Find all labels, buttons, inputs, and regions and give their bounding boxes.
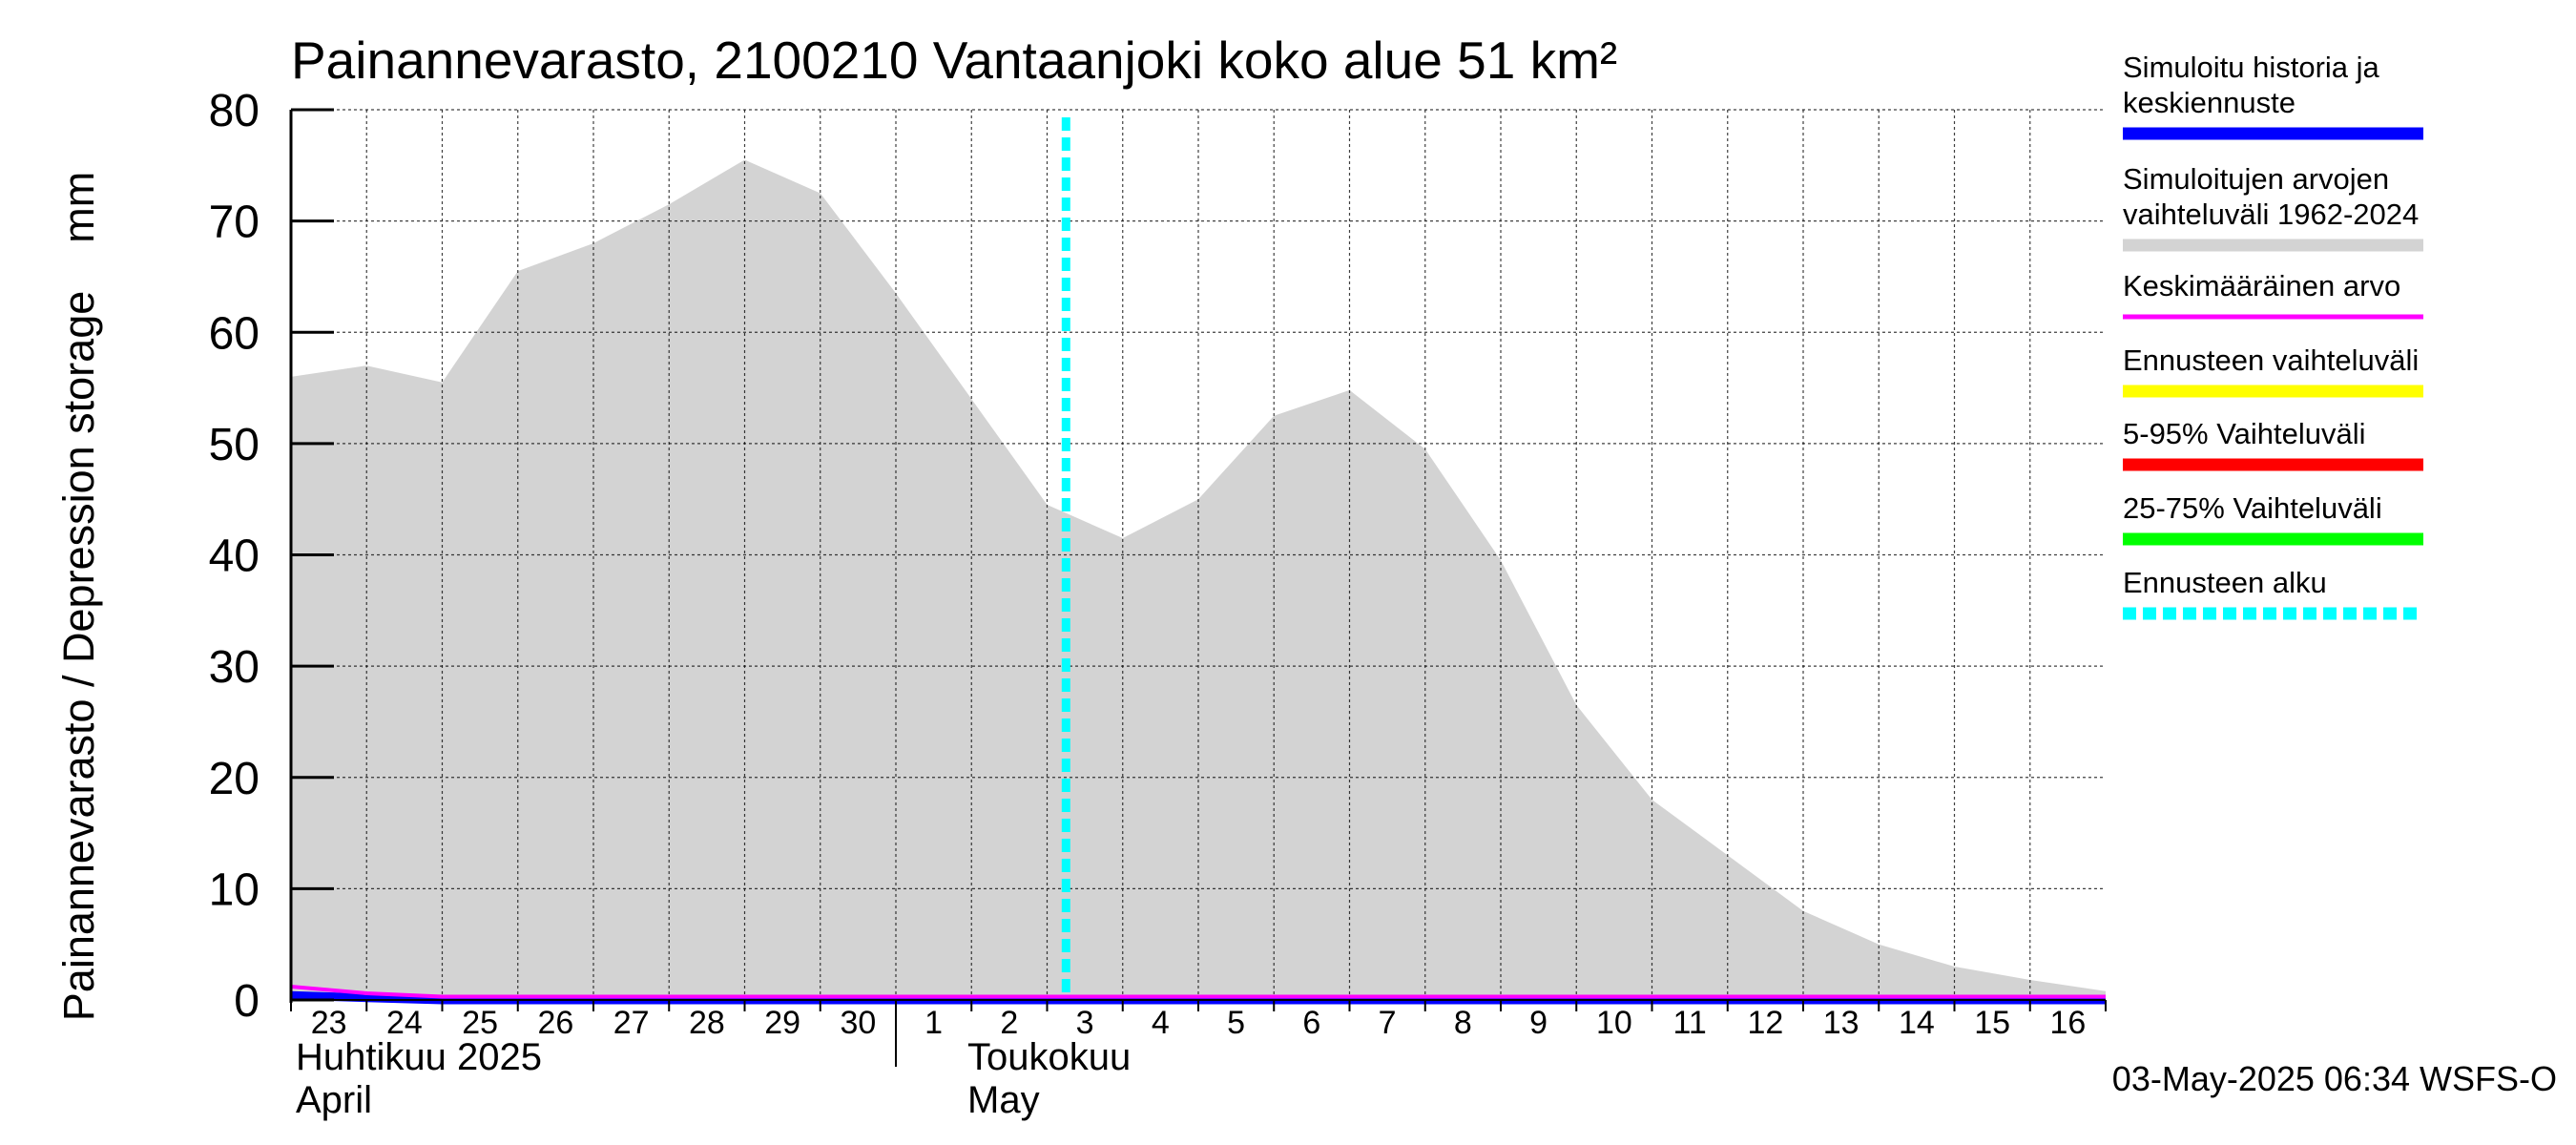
x-tick-label: 11 xyxy=(1672,1005,1706,1041)
y-tick-label: 10 xyxy=(209,864,260,915)
y-tick-label: 50 xyxy=(209,420,260,470)
series-line-2 xyxy=(290,985,2106,999)
y-axis-label: Painannevarasto / Depression storage mm xyxy=(54,172,103,1021)
month-label-en: May xyxy=(967,1079,1040,1121)
x-tick-label: 26 xyxy=(537,1005,573,1041)
chart-title: Painannevarasto, 2100210 Vantaanjoki kok… xyxy=(291,31,1617,90)
x-tick-label: 7 xyxy=(1379,1005,1397,1041)
legend-label: Simuloitujen arvojen vaihteluväli 1962-20… xyxy=(2123,162,2419,231)
y-tick-label: 70 xyxy=(209,198,260,248)
y-tick-label: 60 xyxy=(209,308,260,359)
y-tick-label: 40 xyxy=(209,531,260,582)
legend-label: 5-95% Vaihteluväli xyxy=(2123,417,2365,450)
x-tick-label: 13 xyxy=(1823,1005,1859,1041)
legend-item: 25-75% Vaihteluväli xyxy=(2123,491,2423,546)
x-tick-label: 28 xyxy=(689,1005,725,1041)
legend-item: Simuloitu historia ja keskiennuste xyxy=(2123,51,2423,140)
x-tick-label: 27 xyxy=(613,1005,650,1041)
legend-label: 25-75% Vaihteluväli xyxy=(2123,491,2382,525)
x-tick-label: 29 xyxy=(764,1005,800,1041)
legend-label: Ennusteen vaihteluväli xyxy=(2123,344,2419,377)
legend: Simuloitu historia ja keskiennuste Simuloi… xyxy=(2123,51,2423,620)
x-tick-labels: 23 24 25 26 27 28 29 30 1 2 3 4 5 6 7 8 9 10 11 12 13 14 15 16 xyxy=(311,1005,2087,1041)
x-tick-label: 23 xyxy=(311,1005,347,1041)
x-tick-label: 4 xyxy=(1152,1005,1170,1041)
x-tick-label: 1 xyxy=(924,1005,943,1041)
x-tick-label: 25 xyxy=(462,1005,498,1041)
x-tick-label: 12 xyxy=(1747,1005,1783,1041)
legend-item: Ennusteen vaihteluväli xyxy=(2123,344,2423,398)
legend-label: Keskimääräinen arvo xyxy=(2123,269,2400,302)
legend-item: Keskimääräinen arvo xyxy=(2123,269,2423,320)
x-tick-label: 24 xyxy=(386,1005,423,1041)
legend-item: Ennusteen alku xyxy=(2123,566,2423,620)
x-tick-label: 6 xyxy=(1302,1005,1320,1041)
axes-layer xyxy=(289,108,2107,1067)
x-tick-label: 9 xyxy=(1529,1005,1548,1041)
x-tick-label: 3 xyxy=(1076,1005,1094,1041)
footer-timestamp: 03-May-2025 06:34 WSFS-O xyxy=(2112,1059,2557,1098)
month-label-fi: Toukokuu xyxy=(967,1036,1131,1078)
grid-layer xyxy=(291,109,2106,1000)
legend-item: 5-95% Vaihteluväli xyxy=(2123,417,2423,471)
x-tick-label: 30 xyxy=(840,1005,876,1041)
legend-label: Ennusteen alku xyxy=(2123,566,2327,599)
legend-item: Simuloitujen arvojen vaihteluväli 1962-20… xyxy=(2123,162,2423,252)
x-tick-label: 14 xyxy=(1899,1005,1935,1041)
x-tick-label: 16 xyxy=(2049,1005,2086,1041)
legend-label: Simuloitu historia ja keskiennuste xyxy=(2123,51,2380,119)
month-label-fi: Huhtikuu 2025 xyxy=(296,1036,542,1078)
x-tick-label: 8 xyxy=(1454,1005,1472,1041)
y-tick-labels: 0 10 20 30 40 50 60 70 80 xyxy=(209,86,260,1027)
x-tick-label: 5 xyxy=(1227,1005,1245,1041)
x-tick-label: 15 xyxy=(1974,1005,2010,1041)
month-label-en: April xyxy=(296,1079,372,1121)
y-tick-label: 0 xyxy=(234,976,260,1027)
y-tick-label: 20 xyxy=(209,754,260,804)
y-tick-label: 80 xyxy=(209,86,260,136)
x-tick-label: 10 xyxy=(1596,1005,1632,1041)
y-tick-label: 30 xyxy=(209,642,260,693)
x-tick-label: 2 xyxy=(1000,1005,1018,1041)
